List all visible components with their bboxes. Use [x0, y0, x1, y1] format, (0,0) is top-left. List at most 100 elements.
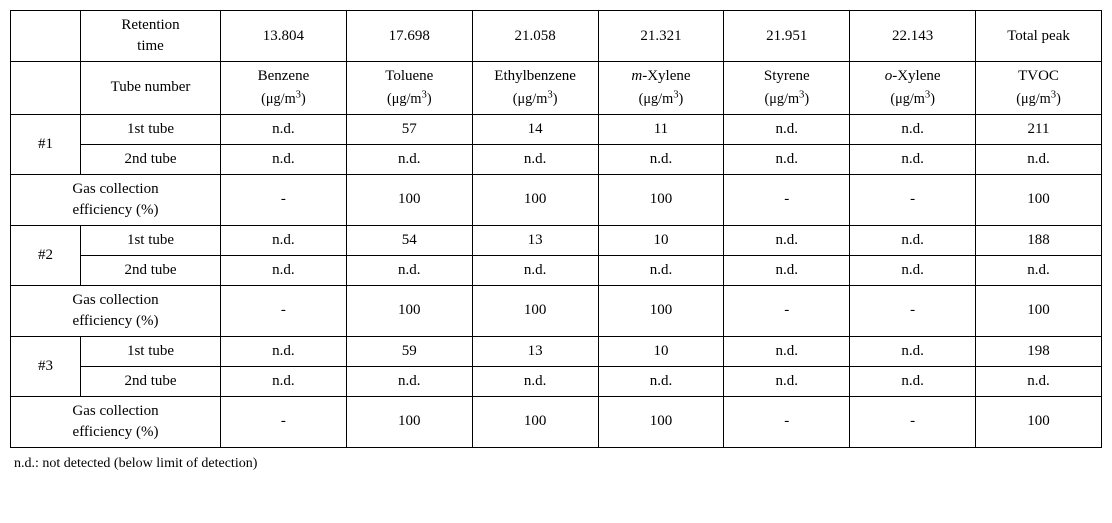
data-cell: 188 — [976, 225, 1102, 255]
data-cell: n.d. — [221, 366, 347, 396]
table-row: 2nd tuben.d.n.d.n.d.n.d.n.d.n.d.n.d. — [11, 144, 1102, 174]
table-row: 2nd tuben.d.n.d.n.d.n.d.n.d.n.d.n.d. — [11, 366, 1102, 396]
compound-header-1: Toluene(μg/m3) — [346, 62, 472, 115]
efficiency-cell: - — [724, 285, 850, 336]
tube-label: 1st tube — [81, 336, 221, 366]
blank-cell — [11, 62, 81, 115]
efficiency-cell: - — [221, 285, 347, 336]
data-cell: n.d. — [850, 336, 976, 366]
efficiency-cell: 100 — [598, 396, 724, 447]
efficiency-cell: 100 — [346, 396, 472, 447]
tube-label: 1st tube — [81, 114, 221, 144]
data-cell: n.d. — [850, 255, 976, 285]
header-row-retention: Retentiontime13.80417.69821.05821.32121.… — [11, 11, 1102, 62]
retention-value-3: 21.321 — [598, 11, 724, 62]
efficiency-row: Gas collectionefficiency (%)-100100100--… — [11, 174, 1102, 225]
table-row: #11st tuben.d.571411n.d.n.d.211 — [11, 114, 1102, 144]
efficiency-cell: 100 — [472, 285, 598, 336]
efficiency-cell: 100 — [598, 285, 724, 336]
data-cell: n.d. — [724, 336, 850, 366]
data-cell: 57 — [346, 114, 472, 144]
data-cell: n.d. — [472, 144, 598, 174]
table-row: 2nd tuben.d.n.d.n.d.n.d.n.d.n.d.n.d. — [11, 255, 1102, 285]
efficiency-row: Gas collectionefficiency (%)-100100100--… — [11, 396, 1102, 447]
data-cell: n.d. — [850, 144, 976, 174]
retention-value-4: 21.951 — [724, 11, 850, 62]
header-row-compounds: Tube numberBenzene(μg/m3)Toluene(μg/m3)E… — [11, 62, 1102, 115]
efficiency-cell: 100 — [346, 285, 472, 336]
group-id-0: #1 — [11, 114, 81, 174]
data-cell: n.d. — [976, 144, 1102, 174]
data-cell: n.d. — [724, 114, 850, 144]
data-cell: n.d. — [976, 366, 1102, 396]
efficiency-cell: 100 — [976, 285, 1102, 336]
data-cell: 13 — [472, 336, 598, 366]
data-cell: n.d. — [850, 366, 976, 396]
efficiency-cell: - — [724, 396, 850, 447]
data-cell: n.d. — [724, 144, 850, 174]
tube-label: 1st tube — [81, 225, 221, 255]
total-peak-label: Total peak — [976, 11, 1102, 62]
data-cell: n.d. — [221, 255, 347, 285]
data-cell: 11 — [598, 114, 724, 144]
data-cell: n.d. — [724, 255, 850, 285]
tube-label: 2nd tube — [81, 366, 221, 396]
data-cell: n.d. — [221, 114, 347, 144]
data-cell: n.d. — [221, 336, 347, 366]
data-cell: n.d. — [472, 255, 598, 285]
tube-number-label: Tube number — [81, 62, 221, 115]
data-cell: n.d. — [976, 255, 1102, 285]
blank-cell — [11, 11, 81, 62]
retention-value-1: 17.698 — [346, 11, 472, 62]
data-cell: n.d. — [850, 114, 976, 144]
retention-value-0: 13.804 — [221, 11, 347, 62]
efficiency-cell: 100 — [472, 174, 598, 225]
data-cell: n.d. — [472, 366, 598, 396]
efficiency-label: Gas collectionefficiency (%) — [11, 285, 221, 336]
data-cell: n.d. — [850, 225, 976, 255]
footnote-text: n.d.: not detected (below limit of detec… — [10, 456, 1102, 472]
retention-value-2: 21.058 — [472, 11, 598, 62]
tube-label: 2nd tube — [81, 255, 221, 285]
compound-header-6: TVOC(μg/m3) — [976, 62, 1102, 115]
data-cell: 10 — [598, 336, 724, 366]
efficiency-row: Gas collectionefficiency (%)-100100100--… — [11, 285, 1102, 336]
efficiency-cell: 100 — [976, 396, 1102, 447]
data-cell: 13 — [472, 225, 598, 255]
data-table: Retentiontime13.80417.69821.05821.32121.… — [10, 10, 1102, 448]
data-cell: n.d. — [346, 255, 472, 285]
compound-header-4: Styrene(μg/m3) — [724, 62, 850, 115]
group-id-2: #3 — [11, 336, 81, 396]
data-cell: n.d. — [724, 366, 850, 396]
retention-time-label: Retentiontime — [81, 11, 221, 62]
data-cell: 14 — [472, 114, 598, 144]
efficiency-cell: - — [724, 174, 850, 225]
efficiency-cell: 100 — [472, 396, 598, 447]
data-cell: n.d. — [221, 225, 347, 255]
efficiency-cell: - — [221, 174, 347, 225]
data-cell: n.d. — [724, 225, 850, 255]
group-id-1: #2 — [11, 225, 81, 285]
compound-header-2: Ethylbenzene(μg/m3) — [472, 62, 598, 115]
efficiency-cell: - — [850, 396, 976, 447]
table-row: #21st tuben.d.541310n.d.n.d.188 — [11, 225, 1102, 255]
efficiency-cell: 100 — [346, 174, 472, 225]
retention-value-5: 22.143 — [850, 11, 976, 62]
data-cell: 54 — [346, 225, 472, 255]
efficiency-label: Gas collectionefficiency (%) — [11, 174, 221, 225]
data-cell: n.d. — [598, 255, 724, 285]
data-cell: 211 — [976, 114, 1102, 144]
compound-header-0: Benzene(μg/m3) — [221, 62, 347, 115]
data-cell: 198 — [976, 336, 1102, 366]
data-cell: 10 — [598, 225, 724, 255]
data-cell: n.d. — [346, 144, 472, 174]
efficiency-label: Gas collectionefficiency (%) — [11, 396, 221, 447]
tube-label: 2nd tube — [81, 144, 221, 174]
efficiency-cell: - — [221, 396, 347, 447]
efficiency-cell: 100 — [976, 174, 1102, 225]
efficiency-cell: - — [850, 174, 976, 225]
compound-header-5: o-Xylene(μg/m3) — [850, 62, 976, 115]
table-row: #31st tuben.d.591310n.d.n.d.198 — [11, 336, 1102, 366]
data-cell: n.d. — [598, 366, 724, 396]
efficiency-cell: - — [850, 285, 976, 336]
